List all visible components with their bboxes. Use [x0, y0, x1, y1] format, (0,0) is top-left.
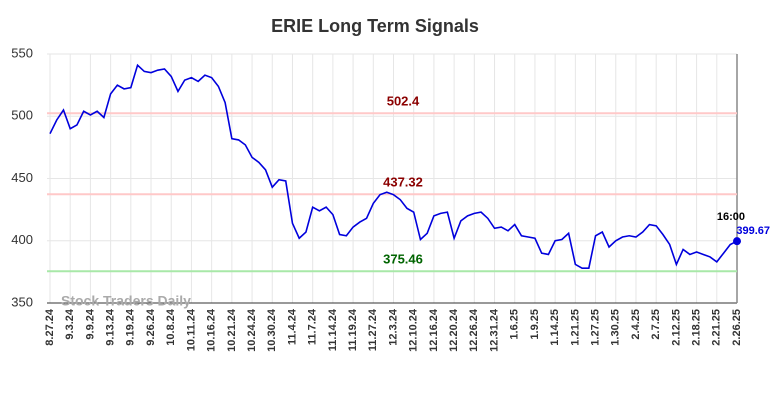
chart-title: ERIE Long Term Signals — [271, 16, 479, 36]
price-line — [49, 63, 738, 269]
x-tick-label: 11.4.24 — [286, 308, 298, 345]
x-tick-label: 9.13.24 — [105, 308, 117, 346]
signal-label: 502.4 — [387, 94, 420, 109]
x-tick-label: 1.6.25 — [509, 309, 521, 340]
x-tick-label: 10.16.24 — [206, 308, 218, 352]
x-tick-label: 11.19.24 — [347, 308, 359, 351]
x-tick-label: 12.20.24 — [448, 308, 460, 352]
x-tick-label: 11.27.24 — [367, 308, 379, 351]
x-tick-label: 9.19.24 — [125, 308, 137, 346]
x-tick-label: 1.27.25 — [589, 309, 601, 346]
signal-label: 375.46 — [383, 252, 423, 267]
x-tick-label: 12.16.24 — [428, 308, 440, 352]
x-tick-label: 1.9.25 — [529, 309, 541, 340]
x-tick-label: 2.7.25 — [650, 309, 662, 340]
y-tick-label: 500 — [11, 108, 33, 123]
y-tick-label: 350 — [11, 294, 33, 309]
x-tick-label: 1.30.25 — [610, 309, 622, 346]
y-tick-label: 400 — [11, 232, 33, 247]
x-tick-label: 10.24.24 — [246, 308, 258, 352]
x-tick-label: 1.14.25 — [549, 309, 561, 346]
last-point — [733, 237, 741, 246]
x-tick-label: 2.4.25 — [630, 309, 642, 340]
x-tick-label: 2.21.25 — [711, 309, 723, 346]
x-tick-label: 12.3.24 — [387, 308, 399, 346]
x-tick-label: 10.11.24 — [185, 308, 197, 351]
x-tick-label: 8.27.24 — [44, 308, 56, 346]
y-tick-label: 450 — [11, 170, 33, 185]
x-tick-label: 9.9.24 — [84, 308, 96, 339]
watermark: Stock Traders Daily — [61, 293, 191, 309]
x-tick-label: 10.8.24 — [165, 308, 177, 346]
last-time: 16:00 — [717, 211, 745, 223]
x-tick-label: 9.3.24 — [64, 308, 76, 339]
x-tick-label: 12.10.24 — [408, 308, 420, 352]
x-tick-label: 10.30.24 — [266, 308, 278, 352]
signal-label: 437.32 — [383, 175, 423, 190]
x-tick-label: 2.18.25 — [690, 309, 702, 346]
x-tick-label: 11.14.24 — [327, 308, 339, 351]
x-tick-label: 2.26.25 — [731, 309, 743, 346]
x-tick-label: 9.26.24 — [145, 308, 157, 346]
x-tick-label: 2.12.25 — [670, 309, 682, 346]
x-tick-label: 11.7.24 — [307, 308, 319, 345]
x-tick-label: 10.21.24 — [226, 308, 238, 352]
x-tick-label: 12.26.24 — [468, 308, 480, 352]
x-tick-label: 12.31.24 — [488, 308, 500, 352]
last-value: 399.67 — [736, 225, 770, 237]
x-tick-label: 1.21.25 — [569, 309, 581, 346]
y-tick-label: 550 — [11, 45, 33, 60]
